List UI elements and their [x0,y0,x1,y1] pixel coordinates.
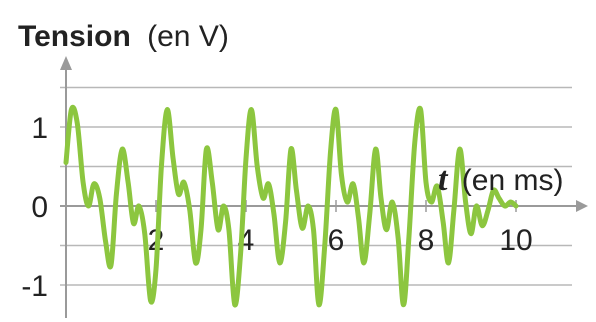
x-axis-arrow-icon [576,200,588,212]
y-axis-label-bold: Tension [18,20,131,53]
x-axis-label: t (en ms) [438,161,563,198]
x-axis-label-var: t [438,161,449,198]
y-tick-label: 1 [31,112,48,145]
y-axis-arrow-icon [60,56,72,70]
x-tick-label: 10 [499,224,532,257]
y-axis-label: Tension (en V) [18,20,229,53]
y-axis-label-unit: (en V) [147,20,229,53]
x-axis-label-unit: (en ms) [462,164,564,197]
y-tick-label: -1 [21,270,48,303]
x-tick-label: 8 [418,224,435,257]
y-tick-label: 0 [31,191,48,224]
tension-series-line [63,104,519,308]
x-tick-label: 6 [328,224,345,257]
